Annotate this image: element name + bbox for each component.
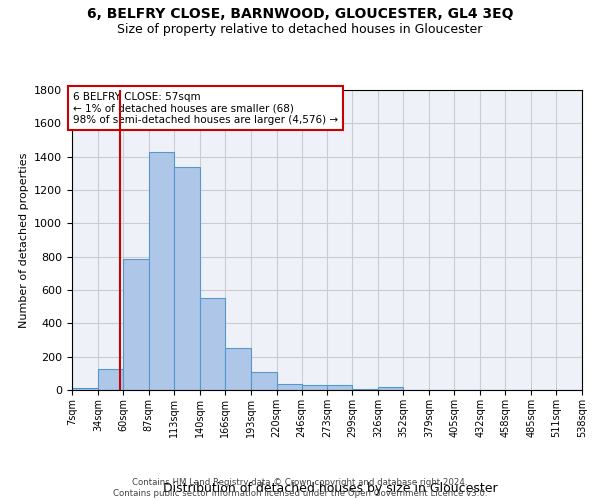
Bar [379, 386, 403, 390]
Bar [225, 348, 251, 390]
Bar [352, 389, 379, 390]
Bar [174, 166, 200, 390]
Text: 6, BELFRY CLOSE, BARNWOOD, GLOUCESTER, GL4 3EQ: 6, BELFRY CLOSE, BARNWOOD, GLOUCESTER, G… [87, 8, 513, 22]
Bar [98, 369, 123, 390]
Bar [251, 372, 277, 390]
Bar [123, 259, 149, 390]
Bar [149, 152, 174, 390]
Bar [200, 298, 225, 390]
Text: 6 BELFRY CLOSE: 57sqm
← 1% of detached houses are smaller (68)
98% of semi-detac: 6 BELFRY CLOSE: 57sqm ← 1% of detached h… [73, 92, 338, 125]
Bar [72, 388, 98, 390]
Bar [277, 384, 302, 390]
Bar [328, 385, 352, 390]
Text: Distribution of detached houses by size in Gloucester: Distribution of detached houses by size … [163, 482, 497, 495]
Y-axis label: Number of detached properties: Number of detached properties [19, 152, 29, 328]
Text: Size of property relative to detached houses in Gloucester: Size of property relative to detached ho… [118, 22, 482, 36]
Text: Contains HM Land Registry data © Crown copyright and database right 2024.
Contai: Contains HM Land Registry data © Crown c… [113, 478, 487, 498]
Bar [302, 385, 328, 390]
